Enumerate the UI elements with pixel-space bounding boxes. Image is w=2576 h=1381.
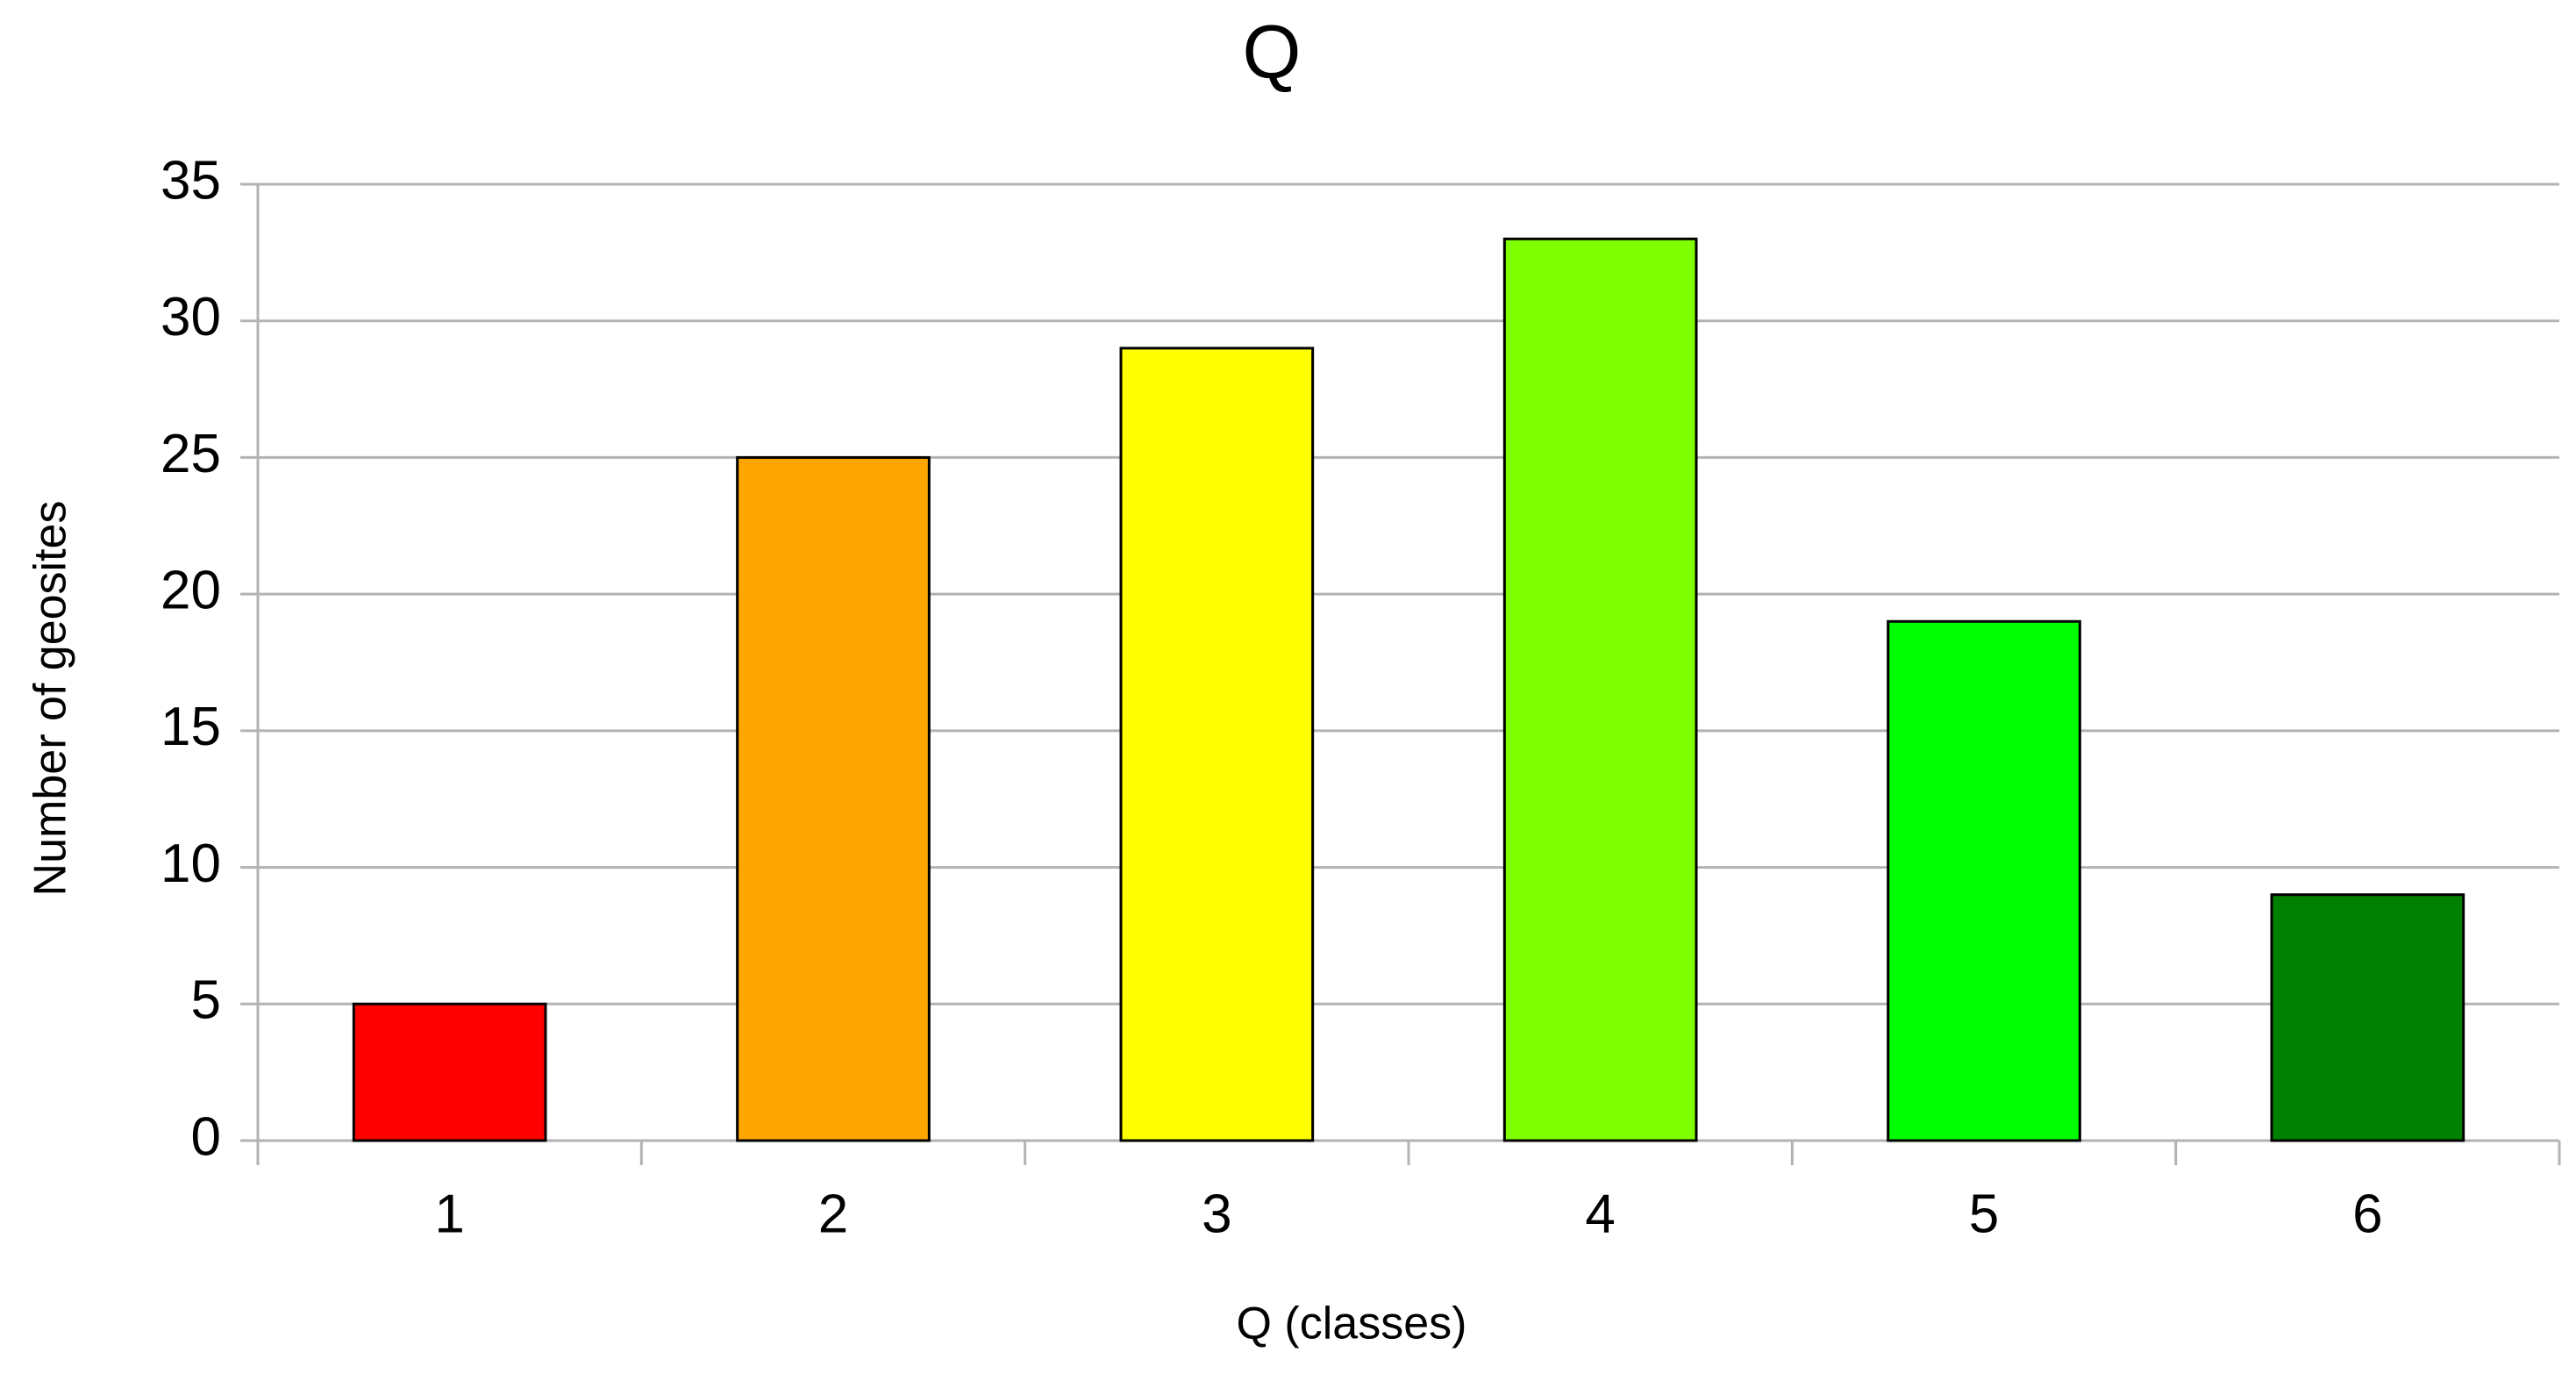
x-tick-label: 6 <box>2352 1184 2382 1244</box>
y-tick-label: 35 <box>161 150 221 211</box>
x-tick-label: 1 <box>434 1184 464 1244</box>
y-tick-label: 30 <box>161 287 221 347</box>
bar <box>1502 237 1698 1142</box>
y-tick-label: 15 <box>161 697 221 757</box>
chart-title: Q <box>1243 11 1302 95</box>
x-tick-label: 2 <box>818 1184 848 1244</box>
y-tick-label: 10 <box>161 834 221 894</box>
x-tick-label: 5 <box>1969 1184 1999 1244</box>
bar <box>1887 619 2081 1142</box>
x-axis-title: Q (classes) <box>1237 1299 1467 1349</box>
bar <box>2270 893 2465 1142</box>
x-tick-label: 3 <box>1202 1184 1231 1244</box>
y-tick-label: 20 <box>161 561 221 621</box>
y-tick-label: 5 <box>191 970 221 1031</box>
bar <box>736 455 931 1142</box>
bar <box>352 1002 547 1142</box>
x-tick-label: 4 <box>1585 1184 1615 1244</box>
y-tick-label: 0 <box>191 1106 221 1167</box>
y-axis-title: Number of geosites <box>25 501 76 897</box>
bar <box>1119 347 1315 1142</box>
y-tick-label: 25 <box>161 424 221 484</box>
